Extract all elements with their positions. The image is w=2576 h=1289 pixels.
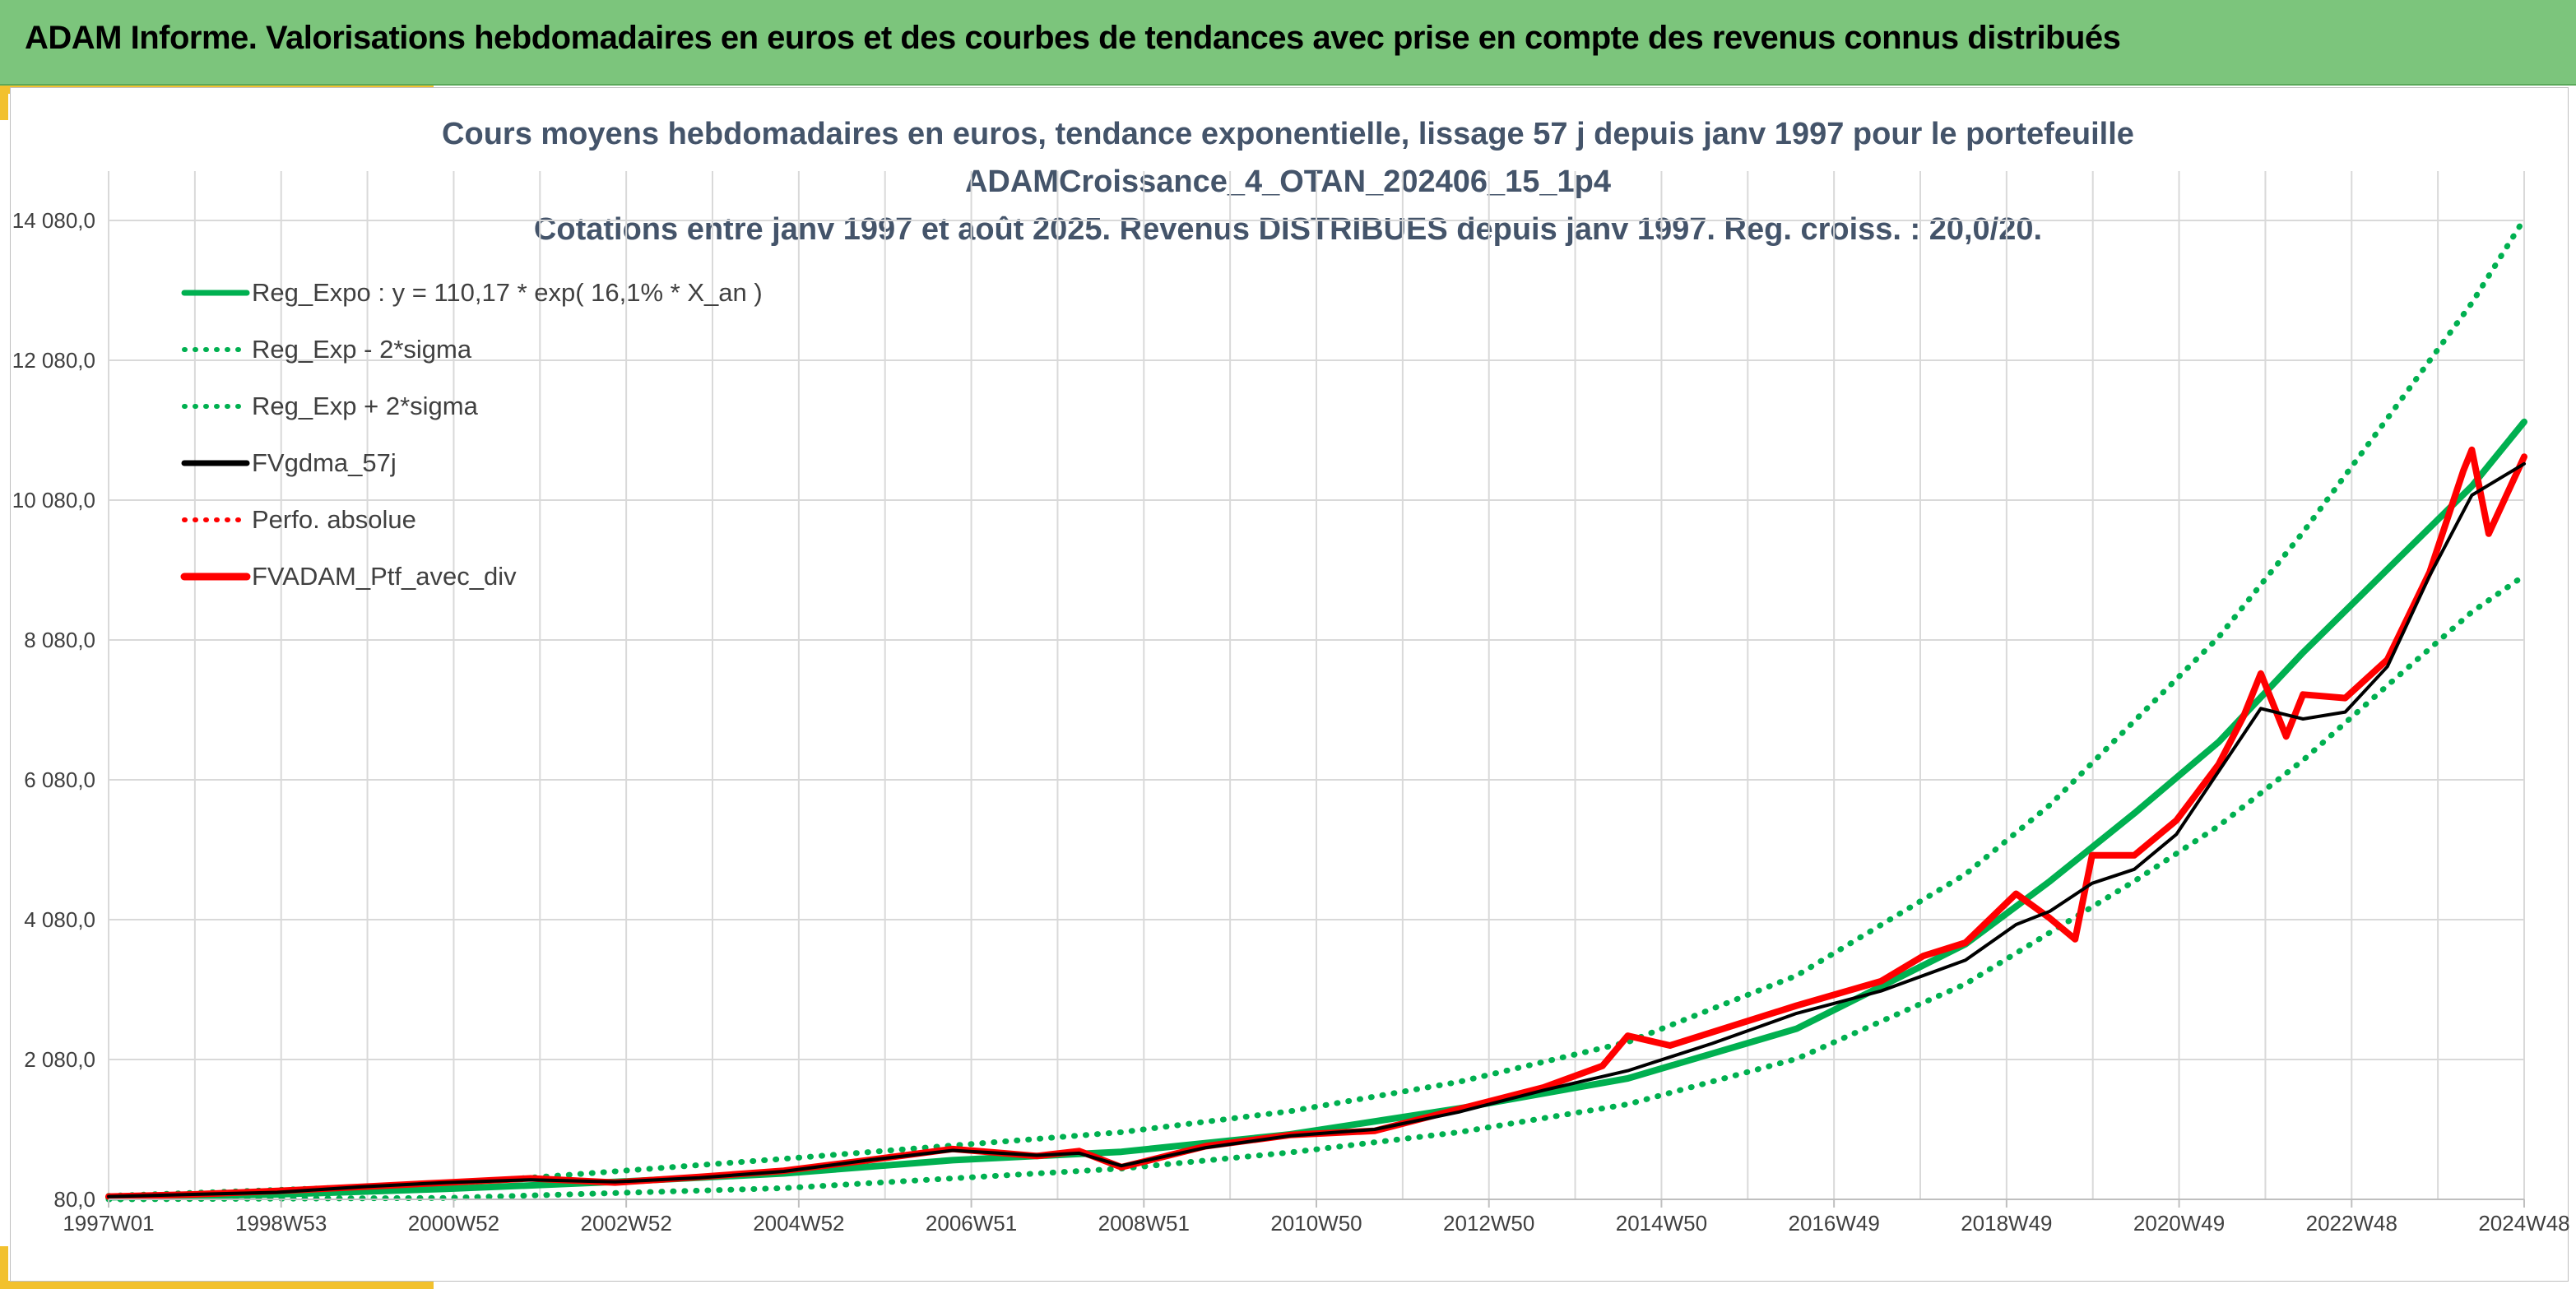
x-tick-label: 2016W49: [1788, 1211, 1879, 1236]
legend-label: FVADAM_Ptf_avec_div: [252, 562, 517, 591]
x-tick-label: 2014W50: [1616, 1211, 1707, 1236]
y-tick-label: 12 080,0: [12, 348, 95, 373]
x-tick-label: 2012W50: [1443, 1211, 1534, 1236]
chart-title-line-3: Cotations entre janv 1997 et août 2025. …: [533, 212, 2043, 247]
x-tick-label: 2006W51: [926, 1211, 1017, 1236]
chart-title-line-1: Cours moyens hebdomadaires en euros, ten…: [442, 117, 2134, 151]
legend-label: FVgdma_57j: [252, 448, 397, 477]
y-tick-label: 6 080,0: [24, 767, 95, 792]
legend-label: Reg_Expo : y = 110,17 * exp( 16,1% * X_a…: [252, 278, 763, 307]
y-tick-label: 2 080,0: [24, 1047, 95, 1072]
x-tick-label: 1998W53: [235, 1211, 327, 1236]
chart-title-line-2: ADAMCroissance_4_OTAN_202406_15_1p4: [964, 165, 1612, 199]
legend-label: Reg_Exp + 2*sigma: [252, 392, 479, 420]
legend-label: Perfo. absolue: [252, 505, 416, 534]
series-reg-exp-plus-2sigma: [105, 216, 2527, 1199]
accent-corner-bottom-left-side: [0, 1246, 8, 1289]
y-tick-label: 10 080,0: [12, 488, 95, 512]
y-tick-label: 8 080,0: [24, 628, 95, 652]
x-tick-label: 2024W48: [2478, 1211, 2569, 1236]
accent-corner-top-left-side: [0, 86, 8, 120]
x-tick-label: 2000W52: [408, 1211, 499, 1236]
chart-frame: [10, 87, 2569, 1282]
x-tick-label: 2022W48: [2306, 1211, 2397, 1236]
x-tick-label: 2008W51: [1098, 1211, 1190, 1236]
accent-corner-bottom-left: [0, 1281, 434, 1289]
x-tick-label: 2018W49: [1961, 1211, 2052, 1236]
x-tick-label: 2004W52: [753, 1211, 844, 1236]
x-tick-label: 1997W01: [63, 1211, 154, 1236]
banner: ADAM Informe. Valorisations hebdomadaire…: [0, 0, 2576, 86]
y-tick-label: 14 080,0: [12, 208, 95, 233]
series-reg-exp-minus-2sigma: [105, 573, 2527, 1203]
y-tick-label: 80,0: [53, 1187, 95, 1212]
series-fvgdma-57j: [107, 461, 2526, 1199]
y-tick-label: 4 080,0: [24, 907, 95, 932]
x-tick-label: 2020W49: [2133, 1211, 2225, 1236]
x-tick-label: 2010W50: [1270, 1211, 1362, 1236]
banner-title: ADAM Informe. Valorisations hebdomadaire…: [25, 20, 2121, 56]
legend-label: Reg_Exp - 2*sigma: [252, 335, 472, 364]
x-tick-label: 2002W52: [580, 1211, 671, 1236]
